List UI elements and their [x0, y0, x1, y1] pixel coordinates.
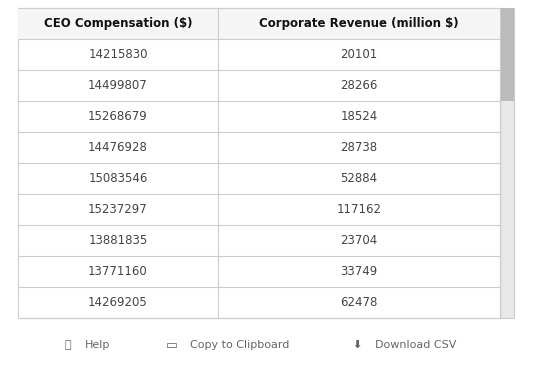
Text: 62478: 62478 — [341, 296, 378, 309]
Text: ⓘ: ⓘ — [65, 340, 71, 350]
Text: ⬇: ⬇ — [352, 340, 362, 350]
Text: 117162: 117162 — [337, 203, 381, 216]
Text: Help: Help — [85, 340, 110, 350]
Text: ▭: ▭ — [166, 339, 178, 351]
Bar — [500, 8, 514, 101]
Text: Copy to Clipboard: Copy to Clipboard — [190, 340, 289, 350]
Text: 14215830: 14215830 — [88, 48, 148, 61]
Text: 28738: 28738 — [341, 141, 378, 154]
Text: Corporate Revenue (million $): Corporate Revenue (million $) — [259, 17, 459, 30]
Text: 28266: 28266 — [341, 79, 378, 92]
Bar — [18, 8, 500, 39]
Text: Download CSV: Download CSV — [375, 340, 457, 350]
Text: 52884: 52884 — [341, 172, 378, 185]
Text: 14269205: 14269205 — [88, 296, 148, 309]
Text: 14476928: 14476928 — [88, 141, 148, 154]
Text: 13881835: 13881835 — [88, 234, 147, 247]
Text: 18524: 18524 — [341, 110, 378, 123]
Bar — [18, 8, 500, 318]
Text: 33749: 33749 — [341, 265, 378, 278]
Bar — [500, 8, 514, 318]
Text: 23704: 23704 — [341, 234, 378, 247]
Text: 15237297: 15237297 — [88, 203, 148, 216]
Text: CEO Compensation ($): CEO Compensation ($) — [44, 17, 192, 30]
Text: 20101: 20101 — [341, 48, 378, 61]
Text: 15268679: 15268679 — [88, 110, 148, 123]
Text: 14499807: 14499807 — [88, 79, 148, 92]
Text: 13771160: 13771160 — [88, 265, 148, 278]
Text: 15083546: 15083546 — [88, 172, 148, 185]
